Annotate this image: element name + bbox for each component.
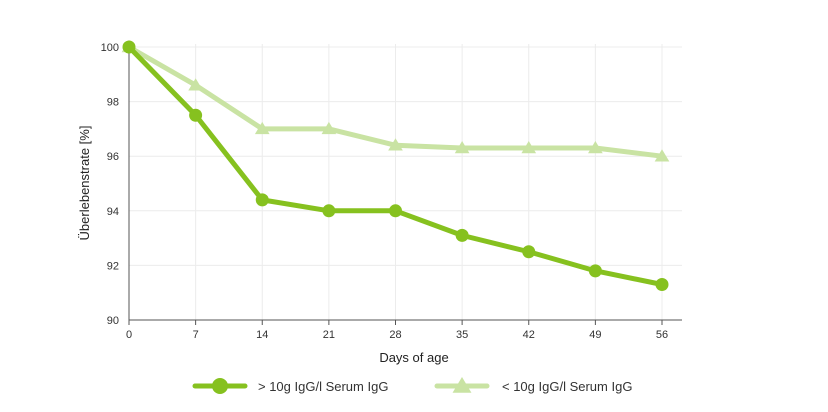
- x-tick-label-0: 0: [126, 329, 132, 341]
- y-tick-label-94: 94: [107, 206, 119, 218]
- x-tick-label-21: 21: [323, 329, 335, 341]
- x-tick-label-28: 28: [389, 329, 401, 341]
- series-1-point-8: [654, 149, 670, 162]
- y-tick-label-98: 98: [107, 97, 119, 109]
- legend: > 10g IgG/l Serum IgG < 10g IgG/l Serum I…: [192, 377, 632, 394]
- series-1-point-5: [454, 141, 470, 154]
- series-1-point-1: [188, 78, 203, 91]
- y-tick-label-90: 90: [107, 315, 119, 327]
- series-0-point-1: [189, 108, 203, 122]
- gridlines: [128, 44, 682, 321]
- y-tick-label-92: 92: [107, 260, 119, 272]
- x-axis-ticks: 0 7 14 21 28 35 42 49 56: [126, 320, 668, 341]
- x-tick-label-42: 42: [523, 329, 535, 341]
- series-group: [121, 40, 670, 292]
- series-0-point-7: [588, 264, 602, 278]
- x-axis-title: Days of age: [379, 350, 448, 365]
- y-axis-title: Überlebenstrate [%]: [77, 126, 92, 241]
- legend-marker-0: [212, 378, 228, 394]
- series-1-point-4: [388, 138, 403, 151]
- legend-label-1: < 10g IgG/l Serum IgG: [502, 379, 632, 394]
- x-tick-label-7: 7: [193, 329, 199, 341]
- series-1-point-7: [588, 141, 603, 154]
- y-tick-label-96: 96: [107, 151, 119, 163]
- axes: [128, 44, 682, 321]
- series-1-point-3: [321, 121, 337, 135]
- series-1-point-2: [254, 121, 270, 135]
- legend-marker-1: [452, 377, 472, 393]
- series-0-point-2: [255, 193, 269, 207]
- series-1-point-6: [521, 141, 537, 154]
- series-0-point-3: [322, 204, 336, 218]
- x-tick-label-35: 35: [456, 329, 468, 341]
- series-0-point-0: [122, 40, 136, 54]
- series-0-point-4: [389, 204, 402, 218]
- y-axis-ticks: 90 92 94 96 98 100: [101, 42, 119, 327]
- x-tick-label-56: 56: [656, 329, 668, 341]
- y-tick-label-100: 100: [101, 42, 119, 54]
- series-0-point-8: [655, 278, 669, 292]
- x-tick-label-14: 14: [256, 329, 268, 341]
- series-0-point-5: [455, 228, 469, 242]
- series-0-point-6: [522, 245, 536, 259]
- legend-label-0: > 10g IgG/l Serum IgG: [258, 379, 388, 394]
- x-tick-label-49: 49: [589, 329, 601, 341]
